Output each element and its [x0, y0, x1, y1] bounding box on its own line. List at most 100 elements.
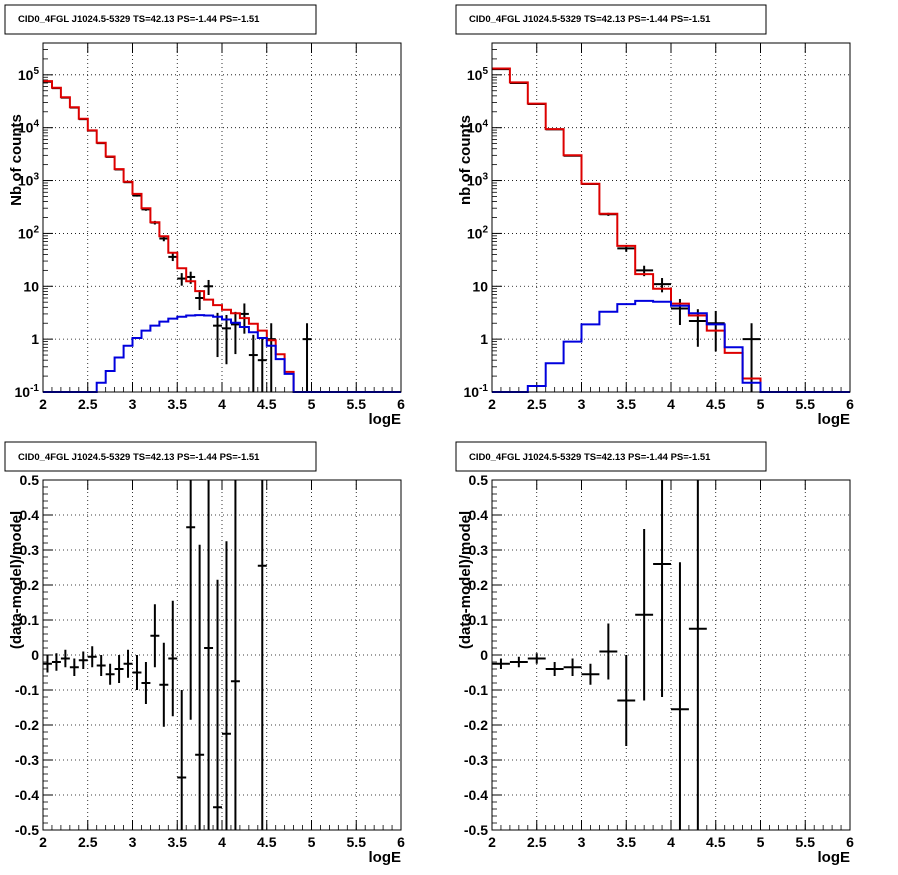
y-tick-label: 105 [467, 66, 489, 83]
data-point [123, 649, 133, 678]
x-tick-label: 3 [578, 396, 586, 412]
x-tick-label: 4 [218, 834, 226, 850]
series-layer [43, 80, 401, 393]
y-tick-label: 0.5 [20, 472, 40, 488]
data-point [186, 480, 196, 720]
data-point [78, 651, 88, 669]
x-axis-label: logE [818, 411, 851, 428]
axis-ticks: 2 2.5 3 3.5 4 4.5 5 5.5 6 -0.5 -0.4 -0.3 -0.2 -0.1 0 0.… [464, 472, 854, 850]
data-point [509, 656, 528, 668]
x-tick-label: 6 [846, 834, 854, 850]
data-point [527, 653, 546, 664]
x-tick-label: 6 [846, 396, 854, 412]
x-tick-label: 4 [667, 396, 675, 412]
data-point [51, 653, 61, 671]
data-point [492, 658, 510, 669]
data-point [141, 662, 151, 704]
data-point [302, 323, 312, 392]
y-tick-label: -0.2 [464, 717, 488, 733]
data-point [653, 480, 671, 697]
x-tick-label: 2 [488, 834, 496, 850]
residuals-panel-coarse-bins: CID0_4FGL J1024.5-5329 TS=42.13 PS=-1.44… [455, 441, 854, 866]
data-point [43, 655, 52, 673]
chart-title: CID0_4FGL J1024.5-5329 TS=42.13 PS=-1.44… [469, 452, 711, 463]
plot-frame [42, 479, 402, 831]
chart-title: CID0_4FGL J1024.5-5329 TS=42.13 PS=-1.44… [18, 452, 260, 463]
x-tick-label: 2.5 [527, 396, 547, 412]
x-tick-label: 3.5 [617, 396, 637, 412]
title-box [4, 441, 317, 472]
y-tick-label: 0.4 [469, 507, 489, 523]
counts-panel-fine-bins: CID0_4FGL J1024.5-5329 TS=42.13 PS=-1.44… [4, 4, 405, 428]
data-point [266, 323, 276, 392]
title-box [455, 441, 767, 472]
x-tick-label: 3.5 [168, 834, 188, 850]
data-point [132, 655, 142, 690]
x-tick-label: 5 [757, 834, 765, 850]
y-tick-label: 104 [467, 119, 489, 136]
y-tick-label: 0.3 [20, 542, 40, 558]
x-tick-label: 5 [308, 396, 316, 412]
y-tick-label: -0.3 [464, 752, 488, 768]
data-point [257, 480, 267, 830]
y-tick-label: -0.4 [464, 787, 488, 803]
data-point [617, 655, 636, 746]
data-point [204, 480, 214, 830]
y-axis-label: nb of counts [457, 115, 474, 205]
data-point [177, 690, 187, 830]
series-layer [492, 67, 850, 393]
y-axis-label: Nb of counts [8, 114, 25, 206]
x-tick-label: 3.5 [617, 834, 637, 850]
x-tick-label: 5 [757, 396, 765, 412]
data-point [230, 480, 240, 830]
data-point [688, 480, 707, 830]
y-tick-label: -0.1 [15, 682, 39, 698]
y-tick-label: 0.5 [469, 472, 489, 488]
y-tick-label: 0.1 [469, 612, 489, 628]
y-tick-label: -0.5 [15, 822, 39, 838]
y-tick-label: 0 [31, 647, 39, 663]
y-tick-label: 0.1 [20, 612, 40, 628]
x-tick-label: 4.5 [257, 396, 277, 412]
x-axis-label: logE [818, 849, 851, 866]
data-point [222, 541, 231, 830]
x-tick-label: 2.5 [78, 396, 98, 412]
y-tick-label: 0.3 [469, 542, 489, 558]
x-tick-label: 2 [39, 834, 47, 850]
x-tick-label: 5.5 [796, 834, 816, 850]
y-tick-label: -0.2 [15, 717, 39, 733]
data-point [177, 273, 187, 286]
series-layer [492, 480, 707, 830]
y-tick-label: 10 [472, 278, 488, 294]
data-point [671, 562, 689, 830]
y-tick-label: 1 [31, 331, 39, 347]
y-tick-label: 0.2 [469, 577, 489, 593]
source-model-histogram [492, 299, 850, 393]
counts-panel-coarse-bins: CID0_4FGL J1024.5-5329 TS=42.13 PS=-1.44… [455, 4, 854, 428]
x-tick-label: 2.5 [78, 834, 98, 850]
y-tick-label: -0.3 [15, 752, 39, 768]
x-tick-label: 4 [218, 396, 226, 412]
data-point [563, 658, 582, 676]
y-tick-label: -0.4 [15, 787, 39, 803]
data-point [230, 311, 240, 355]
plot-frame [491, 42, 851, 393]
x-tick-label: 2 [488, 396, 496, 412]
title-box [455, 4, 767, 35]
y-tick-label: 0.2 [20, 577, 40, 593]
data-point [195, 544, 205, 830]
data-point [105, 663, 115, 685]
plot-frame [491, 479, 851, 831]
data-point [248, 334, 258, 392]
x-tick-label: 4.5 [706, 396, 726, 412]
data-point [87, 646, 97, 668]
y-tick-label: 10 [23, 278, 39, 294]
axis-ticks: 2 2.5 3 3.5 4 4.5 5 5.5 6 10-1 1 10 102 103 104 105 [464, 42, 854, 412]
y-tick-label: 105 [18, 66, 40, 83]
data-point [599, 623, 618, 680]
chart-title: CID0_4FGL J1024.5-5329 TS=42.13 PS=-1.44… [18, 14, 260, 25]
y-tick-label: 10-1 [15, 383, 40, 400]
x-tick-label: 3 [129, 396, 137, 412]
y-tick-label: 102 [467, 224, 489, 241]
